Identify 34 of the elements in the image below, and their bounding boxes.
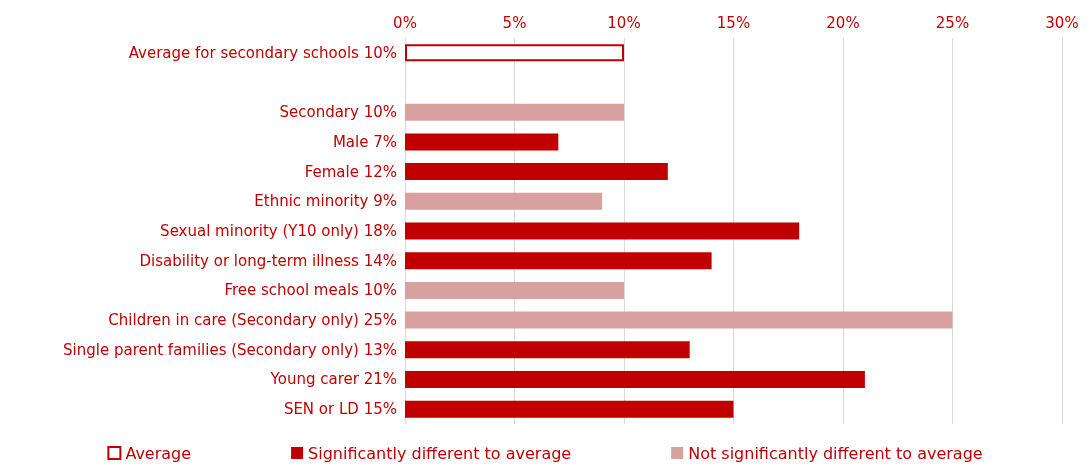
bar	[405, 44, 624, 62]
y-tick-label: Ethnic minority 9%	[254, 192, 397, 211]
bar	[405, 341, 690, 359]
y-tick-label: Free school meals 10%	[224, 281, 397, 300]
bar	[405, 400, 734, 418]
y-tick-label: Average for secondary schools 10%	[128, 43, 397, 62]
legend-label: Not significantly different to average	[688, 443, 983, 463]
y-tick-label: Single parent families (Secondary only) 13%	[63, 340, 397, 359]
bar	[405, 252, 712, 270]
bar	[405, 311, 953, 329]
bar	[405, 163, 668, 181]
x-tick-label: 0%	[393, 13, 417, 32]
bar	[405, 133, 559, 151]
legend-label: Average	[125, 443, 192, 463]
y-tick-label: Female 12%	[304, 162, 397, 181]
y-tick-label: Children in care (Secondary only) 25%	[108, 311, 397, 330]
x-tick-label: 30%	[1045, 13, 1079, 32]
legend-label: Significantly different to average	[308, 443, 572, 463]
bar	[405, 222, 800, 240]
y-tick-label: Secondary 10%	[279, 103, 397, 122]
x-tick-label: 5%	[502, 13, 527, 32]
x-tick-label: 25%	[935, 13, 970, 32]
y-tick-label: Male 7%	[332, 132, 397, 151]
x-tick-label: 15%	[716, 13, 751, 32]
x-tick-label: 20%	[826, 13, 860, 32]
y-tick-label: Sexual minority (Y10 only) 18%	[160, 222, 397, 240]
x-tick-label: 10%	[607, 13, 641, 32]
y-tick-label: Disability or long-term illness 14%	[139, 251, 397, 270]
bar	[405, 370, 865, 388]
y-tick-label: SEN or LD 15%	[283, 400, 397, 419]
bar	[405, 281, 624, 299]
y-tick-label: Young carer 21%	[269, 370, 397, 389]
bar	[405, 103, 624, 121]
bar	[405, 192, 603, 210]
